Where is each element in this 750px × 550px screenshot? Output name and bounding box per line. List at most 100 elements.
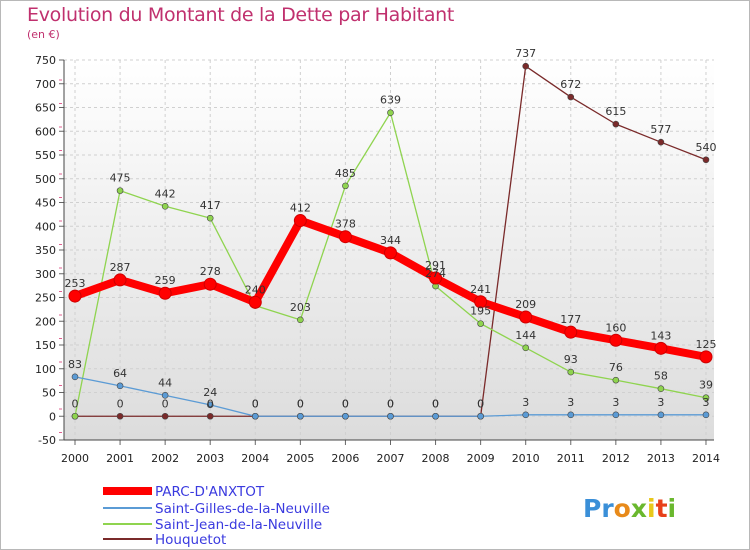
data-point [522,62,530,70]
data-label: 39 [699,379,713,392]
data-point [161,392,169,399]
data-point [657,138,665,146]
data-label: 160 [605,321,626,334]
data-label: 241 [470,283,491,296]
data-label: 259 [155,274,176,287]
y-tick-label: 300 [35,268,56,281]
x-tick-label: 2003 [196,452,224,465]
data-label: 540 [695,141,716,154]
data-label: 639 [380,94,401,107]
data-label: 144 [515,329,536,342]
data-point [116,187,124,194]
axes: -500501001502002503003504004505005506006… [35,54,720,465]
data-point [654,341,668,355]
data-point [519,310,533,324]
data-point [206,401,214,409]
data-label: 274 [425,267,446,280]
data-label: 0 [432,397,439,410]
data-label: 485 [335,167,356,180]
x-tick-label: 2002 [151,452,179,465]
data-point [248,295,262,309]
data-label: 412 [290,202,311,215]
proxiti-logo: Proxiti [583,494,676,523]
data-point [161,203,169,210]
data-point [477,412,484,420]
y-tick-label: 700 [35,78,56,91]
y-tick-label: 400 [35,220,56,233]
logo-letter: P [583,494,601,523]
logo-letter: t [656,494,668,523]
data-label: 240 [245,283,266,296]
data-point [383,246,397,260]
data-label: 203 [290,301,311,314]
data-label: 93 [564,353,578,366]
y-tick-label: 450 [35,197,56,210]
data-point [342,182,349,190]
data-label: 44 [158,376,172,389]
data-point [657,411,665,419]
x-tick-label: 2004 [241,452,269,465]
data-label: 0 [387,397,394,410]
data-label: 143 [650,329,671,342]
unit-label: (en €) [27,28,60,41]
data-point [702,411,710,419]
data-point [113,273,127,287]
data-label: 0 [162,397,169,410]
data-label: 0 [297,397,304,410]
data-label: 278 [200,265,221,278]
x-tick-label: 2009 [467,452,495,465]
data-point [297,412,304,420]
data-label: 0 [207,397,214,410]
data-label: 3 [612,396,619,409]
data-label: 344 [380,234,401,247]
y-tick-label: 550 [35,149,56,162]
data-point [206,412,214,420]
data-label: 3 [567,396,574,409]
data-point [116,382,124,390]
data-point [432,412,439,420]
data-label: 24 [203,386,217,399]
data-point [203,277,217,291]
data-label: 0 [342,397,349,410]
data-label: 378 [335,218,356,231]
data-label: 577 [650,123,671,136]
data-label: 3 [657,396,664,409]
data-label: 253 [65,277,86,290]
y-tick-label: 350 [35,244,56,257]
data-point [567,411,575,419]
data-point [338,230,352,244]
logo-letter: r [601,494,614,523]
y-tick-label: 750 [35,54,56,67]
chart-title: Evolution du Montant de la Dette par Hab… [27,4,455,26]
y-tick-label: 50 [42,387,56,400]
data-label: 0 [387,397,394,410]
data-point [387,109,394,117]
data-point [116,412,124,420]
series-1 [71,373,710,420]
x-tick-label: 2010 [512,452,540,465]
data-point [609,333,623,347]
data-point [297,316,304,324]
y-tick-label: -50 [38,434,56,447]
data-point [567,368,575,376]
logo-letter: o [614,494,631,523]
legend-item: PARC-D'ANXTOT [103,484,265,500]
series-layer [68,62,713,420]
y-tick-label: 100 [35,363,56,376]
legend-label: Saint-Jean-de-la-Neuville [155,517,322,533]
data-point [71,373,79,381]
data-label: 287 [110,261,131,274]
data-point [206,214,214,222]
data-point [68,289,82,303]
data-point [158,286,172,300]
series-0 [68,214,713,364]
data-label: 125 [695,338,716,351]
x-tick-label: 2008 [422,452,450,465]
data-label: 0 [117,397,124,410]
data-label: 3 [702,396,709,409]
data-point [612,411,620,419]
data-point [387,412,394,420]
data-point [522,344,530,352]
y-tick-label: 200 [35,315,56,328]
